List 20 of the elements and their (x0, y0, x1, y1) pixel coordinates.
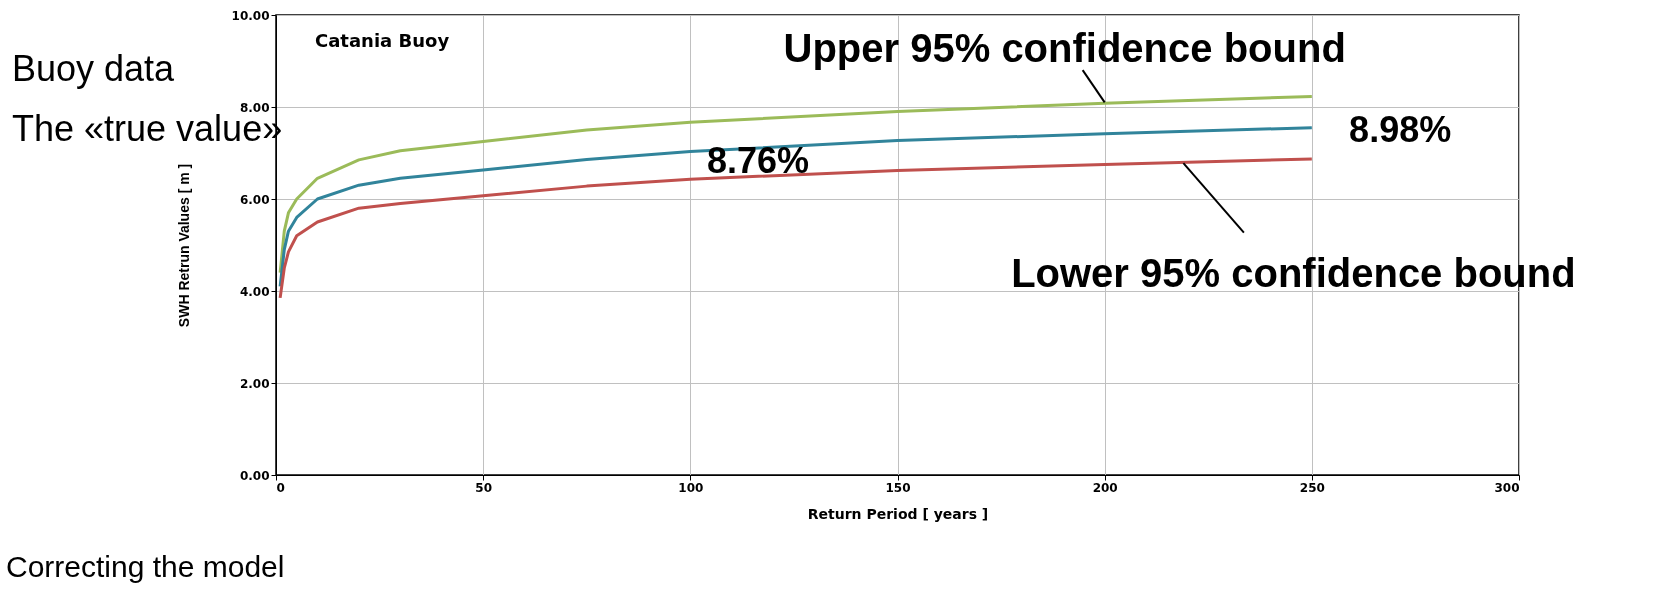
text: Correcting the model (6, 550, 285, 583)
x-tick-label: 150 (885, 480, 911, 495)
x-tick-label: 300 (1494, 480, 1520, 495)
annotation: 8.98% (1349, 109, 1452, 151)
y-tick-label: 10.00 (231, 8, 270, 23)
annotation: Catania Buoy (315, 30, 450, 51)
y-tick-label: 0.00 (239, 468, 270, 483)
x-axis-title: Return Period [ years ] (807, 505, 989, 522)
annotation: 8.76% (706, 140, 809, 182)
y-tick-label: 6.00 (239, 192, 270, 207)
x-tick-label: 200 (1092, 480, 1118, 495)
text: Buoy data (12, 48, 176, 89)
x-tick-label: 100 (678, 480, 704, 495)
y-tick-label: 4.00 (239, 284, 270, 299)
x-tick-label: 0 (276, 480, 285, 495)
x-tick-label: 50 (475, 480, 493, 495)
y-axis-title: SWH Retrun Values [ m ] (175, 163, 192, 328)
y-tick-label: 2.00 (239, 376, 270, 391)
x-tick-label: 250 (1299, 480, 1325, 495)
annotation: Upper 95% confidence bound (783, 26, 1346, 71)
